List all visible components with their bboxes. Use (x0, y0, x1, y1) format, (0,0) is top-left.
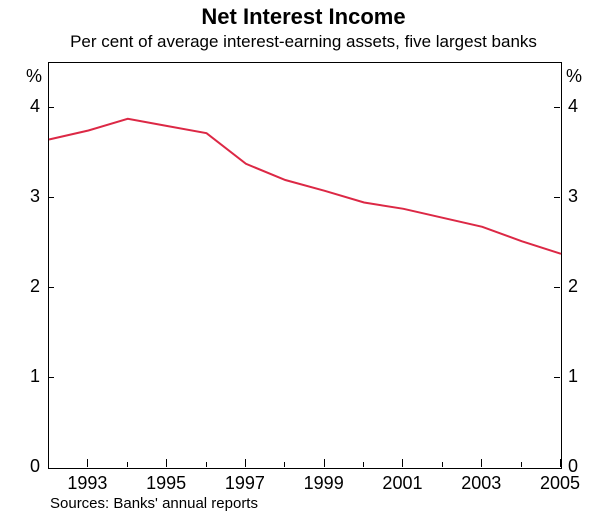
sources-text: Sources: Banks' annual reports (50, 495, 258, 512)
x-tick-label: 1999 (304, 473, 344, 494)
x-tick-label: 1993 (67, 473, 107, 494)
chart-title: Net Interest Income (0, 4, 607, 30)
line-series (49, 63, 561, 468)
x-tick-label: 1997 (225, 473, 265, 494)
y-tick-label-left: 3 (30, 186, 40, 207)
y-tick-label-left: 1 (30, 366, 40, 387)
y-tick-label-left: 2 (30, 276, 40, 297)
y-tick-label-right: 2 (568, 276, 578, 297)
y-tick-label-right: 3 (568, 186, 578, 207)
chart-container: Net Interest Income Per cent of average … (0, 0, 607, 519)
y-axis-unit-right: % (566, 66, 582, 87)
x-tick-label: 2005 (540, 473, 580, 494)
y-tick-label-left: 4 (30, 96, 40, 117)
chart-subtitle: Per cent of average interest-earning ass… (0, 32, 607, 52)
x-tick-label: 1995 (146, 473, 186, 494)
y-tick-label-left: 0 (30, 456, 40, 477)
y-tick-label-right: 4 (568, 96, 578, 117)
x-tick-label: 2001 (382, 473, 422, 494)
y-axis-unit-left: % (26, 66, 42, 87)
y-tick-label-right: 1 (568, 366, 578, 387)
x-tick-label: 2003 (461, 473, 501, 494)
plot-area (48, 62, 562, 469)
